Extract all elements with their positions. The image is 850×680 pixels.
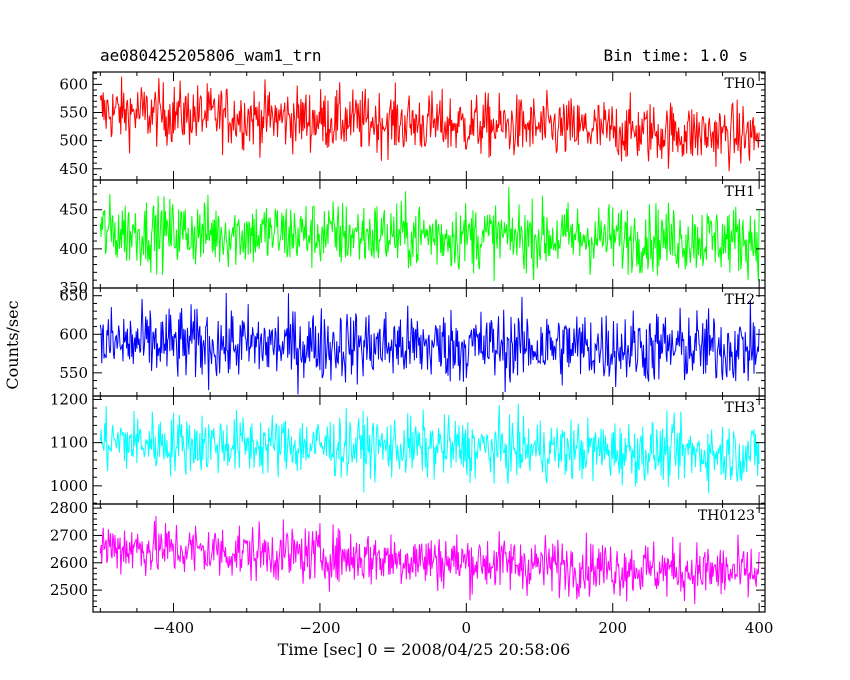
y-tick-label: 600 — [59, 325, 88, 343]
y-tick-label: 450 — [59, 160, 88, 178]
y-tick-label: 2700 — [50, 526, 88, 544]
y-tick-label: 2800 — [50, 499, 88, 517]
panel-frame-th0123 — [92, 503, 766, 613]
series-line-th1 — [99, 186, 760, 282]
series-line-th0123 — [99, 516, 760, 605]
x-tick-label: −400 — [153, 619, 194, 637]
traces-layer — [99, 76, 760, 605]
x-tick-label: 400 — [745, 619, 774, 637]
y-tick-label: 350 — [59, 279, 88, 297]
bin-time-label: Bin time: 1.0 s — [604, 46, 749, 65]
y-tick-label: 1100 — [50, 434, 88, 452]
panel-name-th0123: TH0123 — [698, 508, 755, 524]
y-tick-label: 500 — [59, 132, 88, 150]
series-line-th2 — [99, 293, 760, 395]
y-tick-label: 2600 — [50, 554, 88, 572]
panel-name-th3: TH3 — [725, 400, 755, 416]
panel-frame-th0 — [92, 71, 766, 181]
panel-name-th1: TH1 — [725, 184, 755, 200]
x-tick-label: 200 — [598, 619, 627, 637]
x-tick-label: 0 — [462, 619, 472, 637]
series-line-th3 — [99, 403, 760, 494]
y-tick-label: 1000 — [50, 477, 88, 495]
y-tick-label: 2500 — [50, 581, 88, 599]
y-axis-label: Counts/sec — [3, 300, 22, 389]
y-tick-label: 1200 — [50, 390, 88, 408]
panel-name-th2: TH2 — [725, 292, 755, 308]
x-axis-label: Time [sec] 0 = 2008/04/25 20:58:06 — [278, 640, 571, 659]
y-tick-label: 650 — [59, 287, 88, 305]
ticks-layer — [93, 72, 765, 613]
labels-layer: TH0 450 500 550 600 TH1 350 400 450 TH2 550 600 650 T… — [50, 75, 774, 637]
y-tick-label: 450 — [59, 201, 88, 219]
y-tick-label: 400 — [59, 240, 88, 258]
chart-title: ae080425205806_wam1_trn — [100, 46, 322, 65]
series-line-th0 — [99, 76, 760, 172]
y-tick-label: 600 — [59, 75, 88, 93]
x-tick-label: −200 — [299, 619, 340, 637]
panel-name-th0: TH0 — [725, 76, 755, 92]
y-tick-label: 550 — [59, 364, 88, 382]
y-tick-label: 550 — [59, 104, 88, 122]
